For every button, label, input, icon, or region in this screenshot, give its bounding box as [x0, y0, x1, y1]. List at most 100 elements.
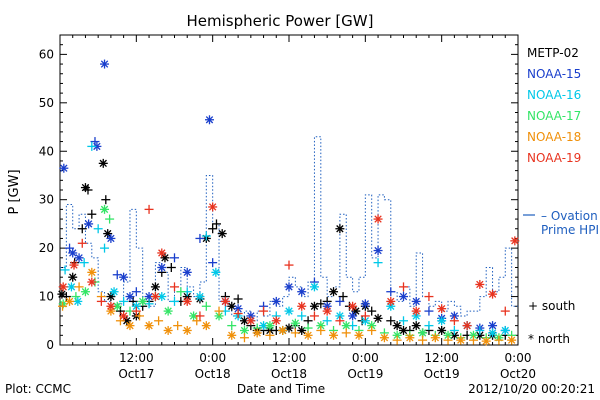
north-point-noaa-19 [208, 202, 218, 212]
mark-stroke [488, 321, 497, 330]
mark-stroke [329, 288, 338, 296]
south-point-noaa-18 [316, 325, 326, 335]
north-point-noaa-16 [73, 296, 83, 306]
north-point-noaa-18 [354, 330, 364, 340]
north-point-noaa-17 [80, 287, 90, 297]
north-point-noaa-17 [100, 204, 110, 214]
north-point-noaa-15 [348, 311, 358, 321]
mark-stroke [74, 297, 82, 306]
south-point-noaa-18 [392, 335, 402, 345]
south-point-noaa-19 [500, 306, 510, 316]
south-point-noaa-18 [115, 316, 125, 326]
south-point-noaa-19 [284, 260, 294, 270]
mark-stroke [399, 292, 408, 301]
north-point-noaa-18 [65, 296, 75, 306]
north-point-noaa-15 [106, 233, 116, 243]
north-point-noaa-18 [125, 321, 135, 331]
north-point-noaa-15 [488, 321, 498, 331]
mark-stroke [285, 307, 293, 315]
mark-stroke [88, 278, 96, 286]
north-point-metp-02 [150, 282, 160, 292]
mark-stroke [437, 317, 446, 325]
south-point-noaa-18 [192, 316, 202, 326]
north-point-metp-02 [106, 292, 116, 302]
north-point-noaa-19 [297, 301, 307, 311]
south-point-noaa-18 [443, 335, 453, 345]
mark-stroke [450, 312, 459, 320]
south-point-noaa-18 [265, 330, 275, 340]
north-point-noaa-19 [411, 306, 421, 316]
south-point-noaa-18 [290, 328, 300, 338]
north-point-metp-02 [103, 229, 113, 239]
mark-stroke [348, 302, 357, 310]
mark-stroke [355, 331, 363, 340]
mark-stroke [298, 288, 306, 296]
mark-stroke [304, 331, 312, 340]
x-tick-label: 12:00 [272, 351, 307, 365]
north-point-noaa-19 [475, 279, 485, 289]
mark-stroke [247, 317, 255, 325]
north-point-noaa-19 [348, 301, 358, 311]
north-point-noaa-19 [220, 296, 230, 306]
north-point-noaa-15 [84, 219, 94, 229]
north-point-noaa-16 [309, 282, 319, 292]
y-tick-label: 40 [39, 144, 54, 158]
mark-stroke [469, 331, 478, 340]
legend-entry-metp-02: METP-02 [527, 46, 579, 60]
mark-stroke [507, 336, 516, 344]
marker-legend-north: * north [528, 332, 570, 346]
mark-stroke [119, 312, 128, 320]
north-point-noaa-19 [271, 316, 281, 326]
north-point-noaa-16 [500, 325, 510, 335]
x-tick-sublabel: Oct19 [424, 367, 460, 381]
ovation-legend-label-1: – Ovation [541, 209, 598, 223]
mark-stroke [476, 331, 484, 340]
mark-stroke [202, 321, 211, 330]
mark-stroke [158, 292, 166, 301]
south-point-noaa-15 [424, 306, 434, 316]
mark-stroke [272, 317, 280, 325]
y-tick-label: 60 [39, 47, 54, 61]
legend-entry-noaa-17: NOAA-17 [527, 109, 581, 123]
mark-stroke [336, 225, 344, 233]
mark-stroke [110, 288, 118, 296]
south-point-noaa-15 [386, 287, 396, 297]
north-point-noaa-16 [195, 292, 205, 302]
south-point-noaa-19 [170, 282, 179, 292]
north-point-noaa-19 [322, 306, 332, 316]
south-point-metp-02 [87, 209, 97, 219]
north-point-metp-02 [160, 253, 170, 263]
axes: 0 10 20 30 40 50 60 12:00 Oct17 0:00 Oct18 12:00 Oct… [39, 34, 536, 381]
south-point-noaa-15 [208, 258, 218, 268]
mark-stroke [393, 331, 401, 340]
south-point-noaa-16 [322, 316, 332, 326]
north-point-metp-02 [227, 301, 237, 311]
plot-timestamp: 2012/10/20 00:20:21 [468, 382, 595, 396]
north-point-noaa-17 [163, 306, 173, 316]
mark-stroke [323, 307, 331, 315]
mark-stroke [482, 337, 490, 345]
mark-stroke [418, 329, 427, 337]
south-point-metp-02 [316, 299, 326, 309]
mark-stroke [437, 326, 446, 335]
south-point-noaa-19 [309, 311, 319, 321]
mark-stroke [100, 205, 109, 214]
south-point-metp-02 [233, 294, 243, 304]
mark-stroke [58, 290, 66, 298]
x-tick-label: 0:00 [199, 351, 226, 365]
north-point-noaa-15 [74, 253, 84, 263]
x-tick-label: 0:00 [505, 351, 532, 365]
north-point-noaa-17 [138, 296, 148, 306]
south-point-noaa-19 [144, 204, 154, 214]
mark-stroke [463, 321, 471, 330]
south-point-noaa-15 [335, 296, 345, 306]
mark-stroke [240, 317, 249, 325]
mark-stroke [100, 60, 109, 68]
north-point-noaa-18 [252, 328, 262, 338]
north-point-noaa-19 [106, 301, 116, 311]
mark-stroke [93, 142, 101, 151]
north-point-noaa-15 [271, 296, 281, 306]
mark-stroke [501, 326, 509, 335]
north-point-noaa-18 [163, 325, 173, 335]
x-tick-label: 12:00 [424, 351, 459, 365]
